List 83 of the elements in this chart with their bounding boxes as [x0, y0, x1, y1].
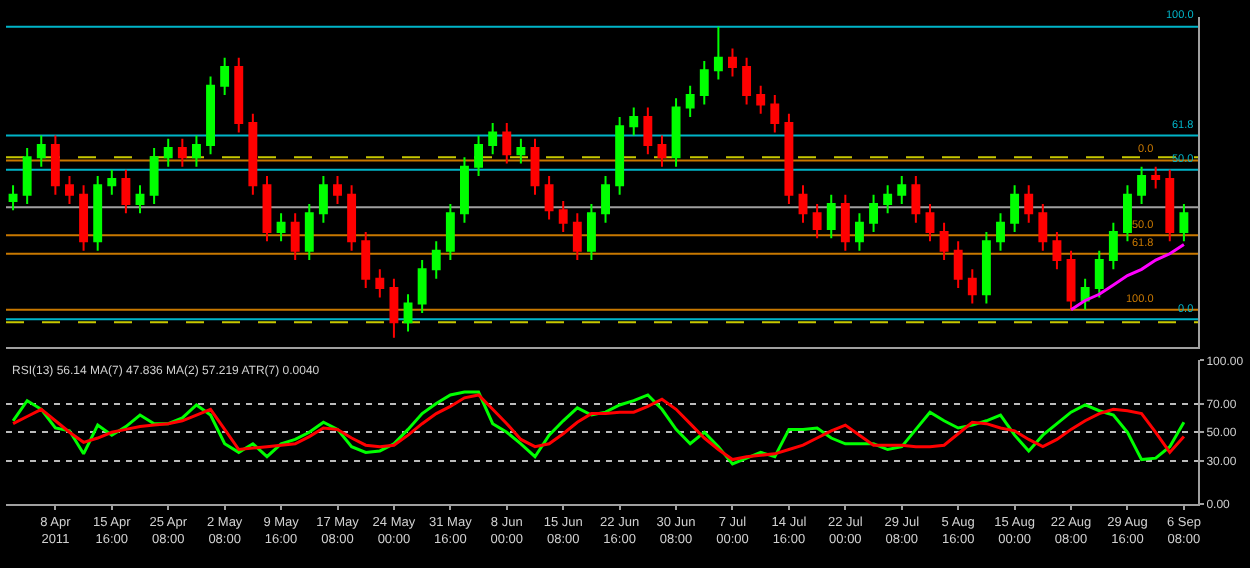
candlestick	[1151, 165, 1161, 190]
candlestick	[615, 115, 625, 196]
candlestick	[629, 106, 639, 137]
candlestick	[361, 231, 371, 290]
candlestick	[234, 56, 244, 134]
candlestick	[953, 240, 963, 290]
candlestick	[1024, 184, 1034, 224]
candlestick	[939, 221, 949, 262]
candlestick	[333, 175, 342, 206]
candlestick	[770, 94, 780, 134]
candlestick	[713, 25, 723, 81]
candlestick	[149, 147, 159, 206]
candlestick	[389, 277, 399, 339]
candlestick	[756, 84, 766, 115]
candlestick	[1010, 184, 1020, 234]
candlestick	[869, 193, 878, 234]
candlestick	[657, 134, 667, 168]
candlestick	[967, 268, 977, 305]
candlestick	[502, 122, 512, 165]
candlestick	[572, 212, 582, 262]
candlestick	[826, 193, 836, 240]
candlestick	[516, 137, 526, 165]
candlestick	[304, 203, 314, 262]
candlestick	[460, 156, 469, 224]
candlestick	[897, 175, 907, 206]
candlestick	[375, 268, 385, 299]
candlestick	[474, 134, 484, 178]
candlestick	[601, 175, 610, 224]
candlestick	[1052, 231, 1062, 271]
candlestick	[347, 184, 357, 252]
candlestick	[107, 168, 117, 196]
candlestick	[417, 259, 427, 314]
candlestick	[22, 147, 32, 206]
candlestick	[643, 106, 653, 156]
candlestick	[135, 184, 145, 215]
candlestick	[65, 175, 74, 206]
candlestick	[812, 203, 822, 240]
candlestick	[530, 137, 540, 196]
candlestick	[784, 112, 794, 206]
candlestick	[586, 203, 596, 262]
candlestick	[1123, 184, 1132, 243]
candlestick	[925, 203, 935, 243]
candlestick	[262, 175, 272, 243]
candlestick	[488, 122, 498, 156]
candlestick	[1137, 165, 1147, 206]
candlestick	[911, 175, 921, 224]
candlestick	[318, 175, 328, 224]
candlestick	[248, 112, 258, 196]
candlestick	[163, 137, 173, 168]
candlestick	[840, 193, 850, 252]
candlestick	[1108, 221, 1118, 271]
candlestick	[699, 59, 709, 106]
candlestick	[431, 240, 441, 280]
candlestick	[445, 203, 455, 262]
candlestick	[854, 212, 864, 252]
candlestick	[798, 184, 808, 224]
candlestick	[671, 97, 681, 168]
candlestick	[981, 231, 991, 305]
candlestick	[206, 75, 215, 156]
candlestick	[121, 168, 131, 215]
candlestick	[1066, 249, 1076, 311]
candlestick	[276, 212, 286, 243]
candlestick	[220, 56, 230, 97]
candlestick	[191, 134, 201, 168]
candlestick	[93, 175, 103, 252]
candlestick	[177, 137, 187, 168]
candlestick	[685, 84, 695, 118]
candlestick	[996, 212, 1005, 252]
candlestick	[544, 175, 554, 221]
candlestick	[36, 134, 46, 168]
candlestick	[1179, 203, 1189, 243]
candlestick	[1094, 249, 1104, 299]
candlestick	[403, 293, 413, 333]
candlestick	[558, 199, 568, 234]
candlestick	[8, 184, 18, 212]
candlestick	[883, 184, 893, 215]
candlestick	[1165, 168, 1175, 243]
candlestick	[290, 212, 300, 262]
candlestick	[79, 184, 89, 252]
candlestick	[50, 134, 60, 196]
candlestick	[728, 47, 737, 78]
candlestick	[742, 56, 752, 106]
candlestick	[1038, 203, 1048, 252]
